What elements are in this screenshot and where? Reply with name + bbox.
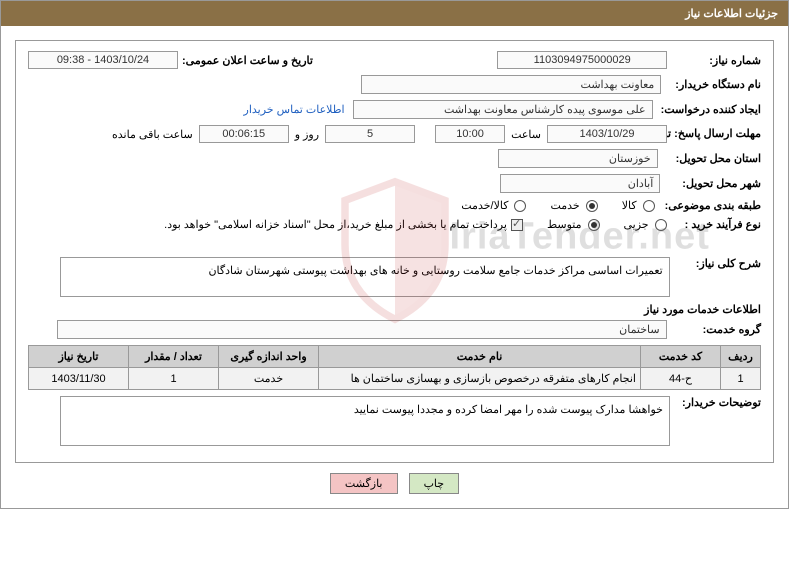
th-name: نام خدمت	[319, 346, 641, 368]
services-table: ردیف کد خدمت نام خدمت واحد اندازه گیری ت…	[28, 345, 761, 390]
th-date: تاریخ نیاز	[29, 346, 129, 368]
payment-note: پرداخت تمام یا بخشی از مبلغ خرید،از محل …	[164, 218, 507, 231]
group-value: ساختمان	[57, 320, 667, 339]
category-option-service[interactable]: خدمت	[550, 199, 597, 212]
time-label: ساعت	[511, 128, 541, 141]
cell-date: 1403/11/30	[29, 368, 129, 390]
hours-label: ساعت باقی مانده	[112, 128, 193, 141]
cell-qty: 1	[129, 368, 219, 390]
back-button[interactable]: بازگشت	[330, 473, 398, 494]
cell-code: ح-44	[641, 368, 721, 390]
page-title-bar: جزئیات اطلاعات نیاز	[1, 1, 788, 26]
category-option-both[interactable]: کالا/خدمت	[461, 199, 526, 212]
category-option-goods[interactable]: کالا	[622, 199, 655, 212]
row-province: استان محل تحویل: خوزستان	[28, 149, 761, 168]
row-buyer-org: نام دستگاه خریدار: معاونت بهداشت	[28, 75, 761, 94]
summary-label: شرح کلی نیاز:	[696, 257, 761, 270]
th-unit: واحد اندازه گیری	[219, 346, 319, 368]
cell-name: انجام کارهای متفرقه درخصوص بازسازی و بهس…	[319, 368, 641, 390]
radio-icon	[588, 219, 600, 231]
deadline-date: 1403/10/29	[547, 125, 667, 143]
th-row: ردیف	[721, 346, 761, 368]
details-box: IriaTender.net شماره نیاز: 1103094975000…	[15, 40, 774, 463]
print-button[interactable]: چاپ	[409, 473, 460, 494]
row-requester: ایجاد کننده درخواست: علی موسوی پیده کارش…	[28, 100, 761, 119]
table-row: 1 ح-44 انجام کارهای متفرقه درخصوص بازساز…	[29, 368, 761, 390]
th-qty: تعداد / مقدار	[129, 346, 219, 368]
radio-icon	[514, 200, 526, 212]
row-city: شهر محل تحویل: آبادان	[28, 174, 761, 193]
radio-icon	[586, 200, 598, 212]
announce-datetime-label: تاریخ و ساعت اعلان عمومی:	[182, 54, 313, 67]
row-need-number: شماره نیاز: 1103094975000029 تاریخ و ساع…	[28, 51, 761, 69]
services-section-title: اطلاعات خدمات مورد نیاز	[28, 303, 761, 316]
process-option-medium[interactable]: متوسط	[547, 218, 600, 231]
row-process: نوع فرآیند خرید : جزیی متوسط پرداخت تمام…	[28, 218, 761, 231]
process-label: نوع فرآیند خرید :	[685, 218, 761, 231]
city-value: آبادان	[500, 174, 660, 193]
row-deadline: مهلت ارسال پاسخ: تا تاریخ: 1403/10/29 سا…	[28, 125, 761, 143]
row-category: طبقه بندی موضوعی: کالا خدمت کالا/خدمت	[28, 199, 761, 212]
need-number-value: 1103094975000029	[497, 51, 667, 69]
row-summary: شرح کلی نیاز: تعمیرات اساسی مراکز خدمات …	[28, 257, 761, 297]
requester-value: علی موسوی پیده کارشناس معاونت بهداشت	[353, 100, 653, 119]
contact-buyer-link[interactable]: اطلاعات تماس خریدار	[244, 103, 345, 116]
buyer-org-value: معاونت بهداشت	[361, 75, 661, 94]
content-area: IriaTender.net شماره نیاز: 1103094975000…	[1, 26, 788, 508]
days-label: روز و	[295, 128, 319, 141]
hours-remaining: 00:06:15	[199, 125, 289, 143]
footer-buttons: چاپ بازگشت	[15, 473, 774, 494]
row-buyer-desc: توضیحات خریدار: خواهشا مدارک پیوست شده ر…	[28, 396, 761, 446]
buyer-org-label: نام دستگاه خریدار:	[675, 78, 761, 91]
summary-text: تعمیرات اساسی مراکز خدمات جامع سلامت روس…	[60, 257, 670, 297]
table-header-row: ردیف کد خدمت نام خدمت واحد اندازه گیری ت…	[29, 346, 761, 368]
need-number-label: شماره نیاز:	[709, 54, 761, 67]
province-label: استان محل تحویل:	[676, 152, 761, 165]
announce-datetime-value: 1403/10/24 - 09:38	[28, 51, 178, 69]
th-code: کد خدمت	[641, 346, 721, 368]
process-option-minor[interactable]: جزیی	[624, 218, 667, 231]
main-container: جزئیات اطلاعات نیاز IriaTender.net شماره…	[0, 0, 789, 509]
city-label: شهر محل تحویل:	[682, 177, 761, 190]
row-group: گروه خدمت: ساختمان	[28, 320, 761, 339]
deadline-label: مهلت ارسال پاسخ: تا تاریخ:	[671, 127, 761, 141]
cell-row: 1	[721, 368, 761, 390]
category-label: طبقه بندی موضوعی:	[665, 199, 761, 212]
group-label: گروه خدمت:	[703, 323, 761, 336]
days-remaining: 5	[325, 125, 415, 143]
page-title: جزئیات اطلاعات نیاز	[685, 8, 778, 20]
cell-unit: خدمت	[219, 368, 319, 390]
radio-icon	[643, 200, 655, 212]
radio-icon	[655, 219, 667, 231]
province-value: خوزستان	[498, 149, 658, 168]
requester-label: ایجاد کننده درخواست:	[661, 103, 761, 116]
payment-checkbox[interactable]	[511, 219, 523, 231]
deadline-time: 10:00	[435, 125, 505, 143]
buyer-desc-text: خواهشا مدارک پیوست شده را مهر امضا کرده …	[60, 396, 670, 446]
buyer-desc-label: توضیحات خریدار:	[682, 396, 761, 409]
